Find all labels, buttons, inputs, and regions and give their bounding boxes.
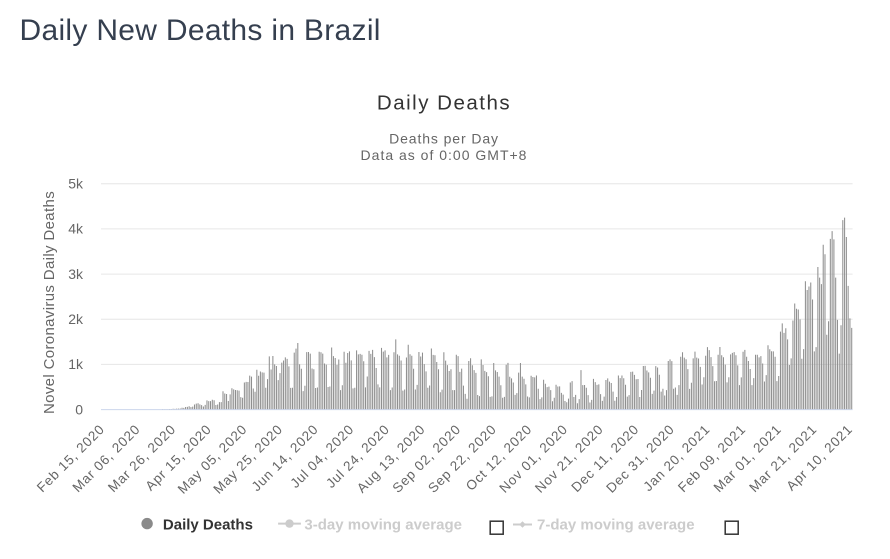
svg-text:Data as of 0:00 GMT+8: Data as of 0:00 GMT+8 xyxy=(361,147,528,163)
svg-text:Deaths per Day: Deaths per Day xyxy=(389,131,499,147)
svg-text:Daily Deaths: Daily Deaths xyxy=(377,92,511,115)
svg-text:5k: 5k xyxy=(68,176,84,192)
svg-text:Novel Coronavirus Daily Deaths: Novel Coronavirus Daily Deaths xyxy=(41,191,58,414)
svg-text:0: 0 xyxy=(75,401,83,417)
svg-text:3-day moving average: 3-day moving average xyxy=(304,517,462,534)
svg-text:3k: 3k xyxy=(68,266,84,282)
svg-text:2k: 2k xyxy=(68,311,84,327)
svg-text:1k: 1k xyxy=(68,356,84,372)
svg-text:7-day moving average: 7-day moving average xyxy=(537,517,695,534)
svg-text:4k: 4k xyxy=(68,221,84,237)
svg-text:Daily New Deaths in Brazil: Daily New Deaths in Brazil xyxy=(20,14,381,47)
svg-text:Daily Deaths: Daily Deaths xyxy=(163,517,253,534)
